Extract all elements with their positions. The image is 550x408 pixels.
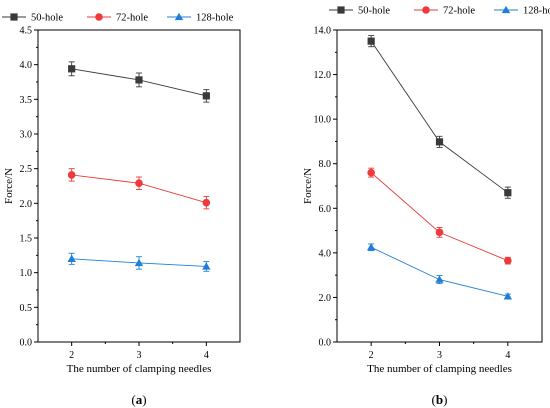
y-tick-label: 14.0 xyxy=(314,26,332,37)
y-axis-label: Force/N xyxy=(302,168,314,204)
data-point xyxy=(366,243,376,251)
data-point xyxy=(503,292,513,300)
legend-marker xyxy=(422,6,430,14)
y-tick-label: 2.0 xyxy=(20,199,33,210)
data-point xyxy=(367,37,375,45)
y-tick-label: 6.0 xyxy=(319,204,332,215)
legend-entry-128-hole: 128-hole xyxy=(167,13,234,24)
data-point xyxy=(202,92,210,100)
data-point xyxy=(67,171,76,179)
data-point xyxy=(135,179,143,188)
y-tick-label: 1.5 xyxy=(20,234,33,245)
data-point xyxy=(135,76,143,84)
legend-label: 128-hole xyxy=(523,6,550,17)
x-axis-label: The number of clamping needles xyxy=(67,363,212,375)
y-tick-label: 3.5 xyxy=(20,95,33,106)
legend-entry-50-hole: 50-hole xyxy=(329,6,390,17)
plot-frame xyxy=(336,29,543,343)
series-50-hole xyxy=(68,61,210,103)
legend-entry-72-hole: 72-hole xyxy=(87,13,148,24)
data-point xyxy=(504,256,512,265)
data-point xyxy=(435,228,444,237)
legend-label: 50-hole xyxy=(358,6,390,17)
legend-marker xyxy=(337,6,345,14)
chart-panel-a: 0.0 0.5 1.0 1.5 2.0 2.5 3.0 3.5 4.0 4.5 2 3 4 The num… xyxy=(2,13,241,407)
y-tick-label: 4.0 xyxy=(20,60,33,71)
x-tick-label: 3 xyxy=(137,350,142,361)
data-point xyxy=(504,189,512,197)
legend-label: 72-hole xyxy=(443,6,475,17)
series-72-hole xyxy=(367,167,512,265)
legend-label: 50-hole xyxy=(31,13,63,24)
legend-entry-128-hole: 128-hole xyxy=(494,6,550,17)
legend-label: 128-hole xyxy=(196,13,234,24)
series-line xyxy=(370,40,509,194)
panel-label: (b) xyxy=(432,392,448,407)
series-line xyxy=(370,172,509,262)
y-tick-label: 0.5 xyxy=(20,303,33,314)
y-tick-label: 0.0 xyxy=(319,338,332,349)
panel-label: (a) xyxy=(131,392,146,407)
series-50-hole xyxy=(367,35,512,199)
y-tick-label: 0.0 xyxy=(20,338,33,349)
y-tick-label: 1.0 xyxy=(20,268,33,279)
legend-marker xyxy=(10,13,18,21)
x-tick-label: 3 xyxy=(437,350,442,361)
y-axis-label: Force/N xyxy=(3,168,15,204)
legend-marker xyxy=(501,5,511,14)
data-point xyxy=(68,65,76,73)
y-tick-label: 2.0 xyxy=(319,293,332,304)
data-point xyxy=(367,168,375,177)
data-point xyxy=(435,138,444,146)
series-128-hole xyxy=(366,243,513,300)
x-axis-label: The number of clamping needles xyxy=(367,363,512,375)
data-point xyxy=(202,262,211,270)
series-line xyxy=(370,246,508,297)
y-tick-label: 4.5 xyxy=(20,26,33,37)
legend-entry-50-hole: 50-hole xyxy=(2,13,63,24)
x-tick-label: 4 xyxy=(204,350,209,361)
x-tick-label: 2 xyxy=(369,350,374,361)
data-point xyxy=(67,254,76,262)
data-point xyxy=(435,275,444,283)
x-tick-label: 2 xyxy=(69,350,74,361)
legend-label: 72-hole xyxy=(116,13,148,24)
series-72-hole xyxy=(67,168,211,210)
series-128-hole xyxy=(67,252,211,272)
y-tick-label: 3.0 xyxy=(20,130,33,141)
legend-marker xyxy=(174,12,184,21)
legend-entry-72-hole: 72-hole xyxy=(414,6,475,17)
y-tick-label: 10.0 xyxy=(314,115,332,126)
y-tick-label: 12.0 xyxy=(314,70,332,81)
legend-marker xyxy=(95,13,103,21)
y-tick-label: 4.0 xyxy=(319,248,332,259)
data-point xyxy=(134,258,144,267)
chart-panel-b: 0.0 2.0 4.0 6.0 8.0 10.0 12.0 14.0 2 3 4 The number… xyxy=(302,6,550,408)
data-point xyxy=(202,198,211,207)
x-tick-label: 4 xyxy=(505,350,510,361)
y-tick-label: 8.0 xyxy=(319,159,332,170)
y-tick-label: 2.5 xyxy=(20,164,33,175)
